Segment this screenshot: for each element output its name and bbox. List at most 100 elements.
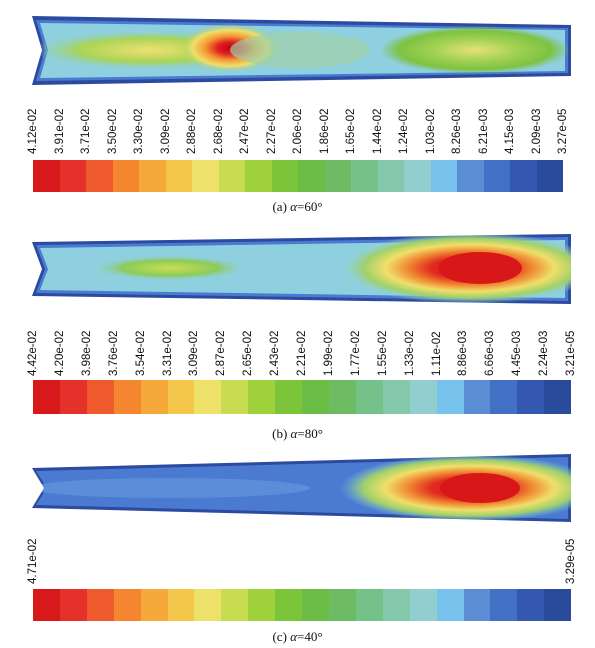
tick-label: 1.44e-02 bbox=[371, 108, 384, 154]
tick-label: 3.71e-02 bbox=[80, 108, 92, 154]
legend-swatch bbox=[382, 589, 410, 621]
legend-swatch bbox=[59, 380, 87, 414]
tick-label: 1.33e-02 bbox=[403, 330, 416, 376]
tick-label: 1.86e-02 bbox=[318, 108, 331, 154]
legend-swatch bbox=[490, 380, 518, 414]
tick-label: 8.86e-03 bbox=[457, 330, 470, 376]
legend-swatch bbox=[355, 589, 383, 621]
panel-b: 4.42e-02 4.20e-02 3.98e-02 3.76e-02 3.54e-02… bbox=[0, 220, 595, 445]
caption-c: (c) α=40° bbox=[272, 629, 323, 644]
legend-swatch bbox=[86, 380, 114, 414]
legend-swatch bbox=[218, 160, 245, 192]
contour-plot-c bbox=[32, 454, 571, 522]
panel-c: 4.71e-02 3.29e-05 (c) α=40° bbox=[0, 445, 595, 648]
legend-swatch bbox=[245, 160, 272, 192]
tick-label: 2.43e-02 bbox=[269, 330, 282, 376]
legend-swatch bbox=[436, 589, 464, 621]
tick-label: 1.77e-02 bbox=[349, 330, 362, 376]
legend-swatch bbox=[324, 160, 351, 192]
legend-swatch bbox=[536, 160, 563, 192]
legend-swatch bbox=[86, 160, 113, 192]
legend-swatch bbox=[544, 380, 572, 414]
tick-label: 1.11e-02 bbox=[430, 331, 443, 376]
legend-swatch bbox=[248, 589, 276, 621]
legend-swatch bbox=[59, 589, 87, 621]
legend-swatch bbox=[430, 160, 457, 192]
tick-label: 8.26e-03 bbox=[451, 108, 463, 154]
tick-label: 2.65e-02 bbox=[242, 330, 255, 376]
caption-b: (b) α=80° bbox=[272, 426, 323, 441]
caption-a: (a) α=60° bbox=[272, 199, 323, 214]
legend-swatch bbox=[194, 589, 222, 621]
legend-swatch bbox=[194, 380, 222, 414]
legend-swatch bbox=[113, 589, 141, 621]
tick-label: 3.27e-05 bbox=[557, 108, 569, 154]
tick-label: 3.76e-02 bbox=[107, 330, 120, 376]
legend-swatch bbox=[33, 589, 60, 621]
tick-label: 1.65e-02 bbox=[345, 108, 357, 154]
legend-swatch bbox=[275, 380, 303, 414]
legend-swatch bbox=[248, 380, 276, 414]
legend-swatch bbox=[409, 589, 437, 621]
tick-label: 1.03e-02 bbox=[424, 108, 437, 154]
tick-label: 4.42e-02 bbox=[27, 330, 39, 376]
tick-label: 3.50e-02 bbox=[106, 108, 119, 154]
panel-a: 4.12e-02 3.91e-02 3.71e-02 3.50e-02 3.30e-02… bbox=[0, 0, 595, 220]
tick-label: 3.09e-02 bbox=[159, 108, 172, 154]
legend-swatch bbox=[328, 589, 356, 621]
tick-label: 2.87e-02 bbox=[215, 330, 228, 376]
tick-label: 1.24e-02 bbox=[398, 108, 410, 154]
tick-label: 6.21e-03 bbox=[477, 108, 490, 154]
legend-swatch bbox=[302, 380, 329, 414]
tick-label: 2.47e-02 bbox=[239, 108, 251, 154]
legend-swatch bbox=[33, 380, 60, 414]
tick-label: 2.88e-02 bbox=[186, 108, 198, 154]
legend-swatch bbox=[463, 380, 491, 414]
tick-label: 2.06e-02 bbox=[292, 108, 304, 154]
legend-swatch bbox=[517, 589, 545, 621]
legend-swatch bbox=[140, 380, 168, 414]
legend-swatch bbox=[33, 160, 60, 192]
legend-swatch bbox=[275, 589, 303, 621]
tick-label: 3.54e-02 bbox=[134, 330, 147, 376]
tick-label: 3.29e-05 bbox=[565, 538, 577, 584]
tick-label: 3.21e-05 bbox=[565, 330, 577, 376]
tick-label: 2.21e-02 bbox=[296, 330, 308, 376]
tick-label: 4.12e-02 bbox=[27, 108, 39, 154]
tick-label: 2.68e-02 bbox=[212, 108, 225, 154]
legend-swatch bbox=[221, 380, 249, 414]
tick-label: 4.20e-02 bbox=[53, 330, 66, 376]
contour-plot-b bbox=[32, 234, 571, 304]
legend-swatch bbox=[113, 380, 141, 414]
tick-label: 2.27e-02 bbox=[265, 108, 278, 154]
legend-swatch bbox=[298, 160, 325, 192]
legend-swatch bbox=[409, 380, 437, 414]
tick-label: 3.31e-02 bbox=[161, 330, 174, 376]
tick-label: 2.09e-03 bbox=[530, 108, 543, 154]
legend-swatch bbox=[457, 160, 484, 192]
legend-swatch bbox=[221, 589, 249, 621]
color-legend-a bbox=[33, 160, 563, 192]
legend-swatch bbox=[463, 589, 491, 621]
legend-swatch bbox=[510, 160, 537, 192]
legend-swatch bbox=[544, 589, 572, 621]
legend-swatch bbox=[167, 380, 195, 414]
legend-swatch bbox=[328, 380, 356, 414]
tick-label: 1.99e-02 bbox=[322, 330, 335, 376]
legend-swatch bbox=[404, 160, 431, 192]
tick-label: 3.98e-02 bbox=[80, 330, 93, 376]
contour-plot-a bbox=[32, 16, 571, 85]
tick-label: 6.66e-03 bbox=[484, 330, 497, 376]
legend-swatch bbox=[165, 160, 192, 192]
legend-swatch bbox=[271, 160, 298, 192]
tick-label: 4.45e-03 bbox=[511, 330, 524, 376]
tick-label: 3.30e-02 bbox=[133, 108, 145, 154]
legend-swatch bbox=[377, 160, 404, 192]
legend-swatch bbox=[490, 589, 518, 621]
legend-swatch bbox=[483, 160, 510, 192]
legend-swatch bbox=[382, 380, 410, 414]
tick-label: 2.24e-03 bbox=[538, 330, 551, 376]
legend-swatch bbox=[517, 380, 545, 414]
legend-swatch bbox=[302, 589, 329, 621]
legend-swatch bbox=[59, 160, 86, 192]
